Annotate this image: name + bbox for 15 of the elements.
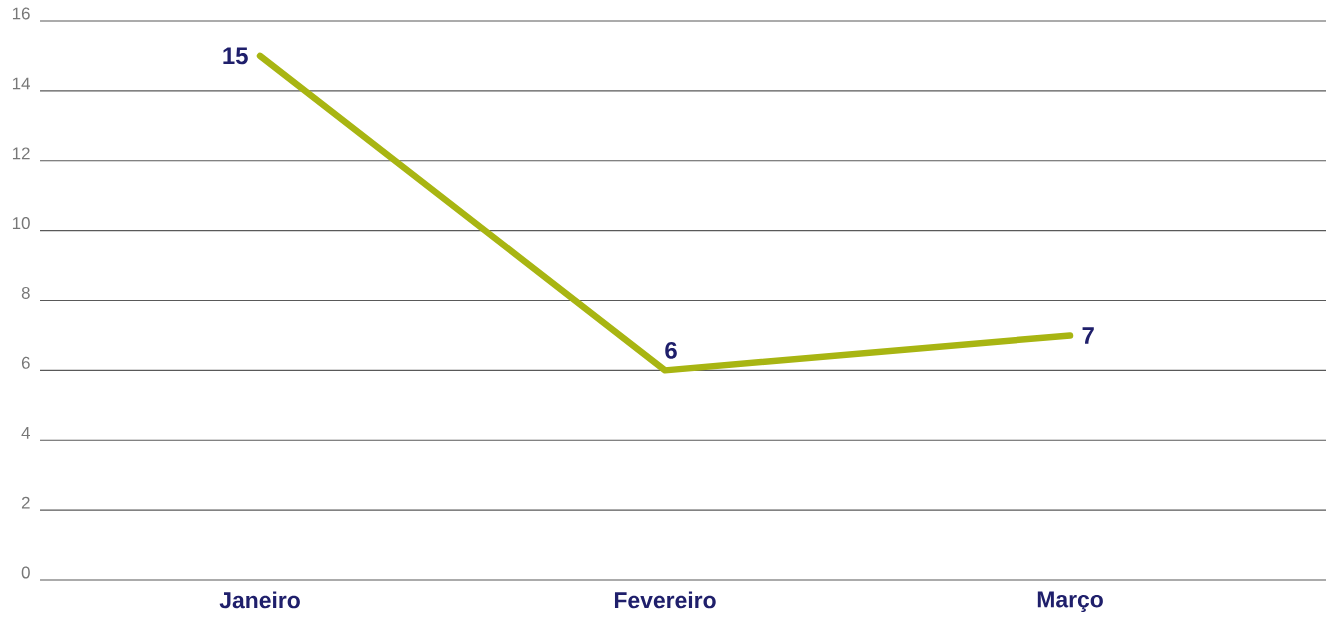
- x-tick-label: Fevereiro: [614, 591, 716, 609]
- y-tick-label: 4: [21, 427, 30, 439]
- data-label: 6: [665, 341, 677, 359]
- x-tick-label: Janeiro: [219, 591, 300, 609]
- y-tick-label: 16: [12, 7, 30, 20]
- x-tick-label: Março: [1037, 591, 1103, 613]
- y-tick-label: 6: [21, 356, 30, 369]
- y-tick-label: 12: [12, 147, 30, 160]
- y-tick-label: 8: [21, 286, 30, 299]
- y-tick-label: 10: [12, 217, 30, 230]
- y-tick-label: 0: [21, 566, 30, 579]
- data-label: 7: [1082, 327, 1094, 344]
- y-tick-label: 2: [21, 496, 30, 509]
- y-tick-label: 14: [12, 77, 30, 90]
- data-label: 15: [223, 47, 248, 65]
